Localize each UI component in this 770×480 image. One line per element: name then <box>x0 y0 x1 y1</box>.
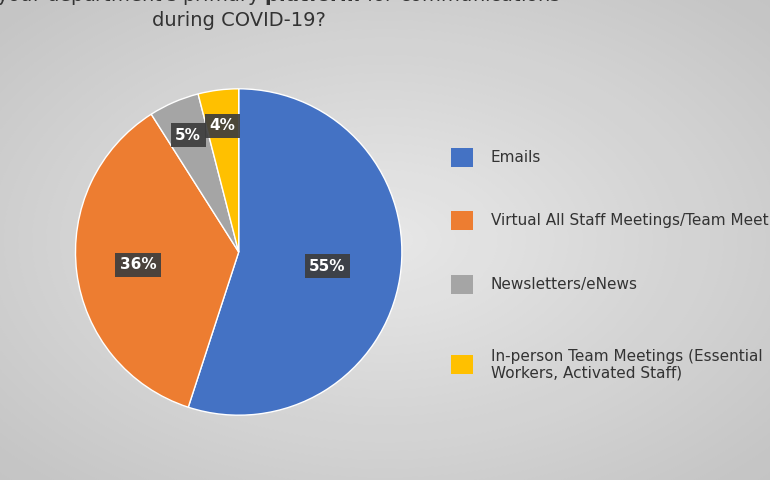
Ellipse shape <box>46 29 724 451</box>
Ellipse shape <box>145 90 625 390</box>
Wedge shape <box>189 89 402 415</box>
Ellipse shape <box>244 152 526 328</box>
FancyBboxPatch shape <box>451 275 473 293</box>
Ellipse shape <box>314 196 456 284</box>
Ellipse shape <box>258 161 512 319</box>
Ellipse shape <box>60 37 710 443</box>
Ellipse shape <box>4 2 766 478</box>
FancyBboxPatch shape <box>451 148 473 167</box>
Ellipse shape <box>102 64 668 416</box>
FancyBboxPatch shape <box>451 355 473 374</box>
Ellipse shape <box>32 20 738 460</box>
Ellipse shape <box>286 179 484 301</box>
Ellipse shape <box>159 99 611 381</box>
Wedge shape <box>75 114 239 407</box>
Ellipse shape <box>216 134 554 346</box>
Ellipse shape <box>75 47 695 433</box>
Ellipse shape <box>272 169 498 311</box>
Ellipse shape <box>329 205 441 275</box>
Text: 36%: 36% <box>120 257 156 272</box>
Ellipse shape <box>18 11 752 469</box>
Text: Emails: Emails <box>490 150 541 165</box>
Ellipse shape <box>117 73 653 407</box>
Text: Virtual All Staff Meetings/Team Meetings: Virtual All Staff Meetings/Team Meetings <box>490 213 770 228</box>
Ellipse shape <box>131 82 639 398</box>
Text: 55%: 55% <box>309 259 346 274</box>
Title: What is your department$'$s primary $\mathbf{platform}$ for communications
durin: What is your department$'$s primary $\ma… <box>0 0 561 30</box>
Wedge shape <box>198 89 239 252</box>
Ellipse shape <box>173 108 597 372</box>
Wedge shape <box>151 94 239 252</box>
Text: 5%: 5% <box>176 128 201 143</box>
Text: Newsletters/eNews: Newsletters/eNews <box>490 276 638 292</box>
Ellipse shape <box>187 117 583 363</box>
Text: In-person Team Meetings (Essential
Workers, Activated Staff): In-person Team Meetings (Essential Worke… <box>490 348 762 381</box>
Ellipse shape <box>89 55 681 425</box>
Ellipse shape <box>343 214 427 266</box>
Ellipse shape <box>300 187 470 293</box>
Ellipse shape <box>357 222 413 258</box>
Ellipse shape <box>371 231 399 249</box>
Text: 4%: 4% <box>209 118 236 133</box>
FancyBboxPatch shape <box>451 211 473 230</box>
Ellipse shape <box>229 143 541 337</box>
Ellipse shape <box>202 126 568 354</box>
